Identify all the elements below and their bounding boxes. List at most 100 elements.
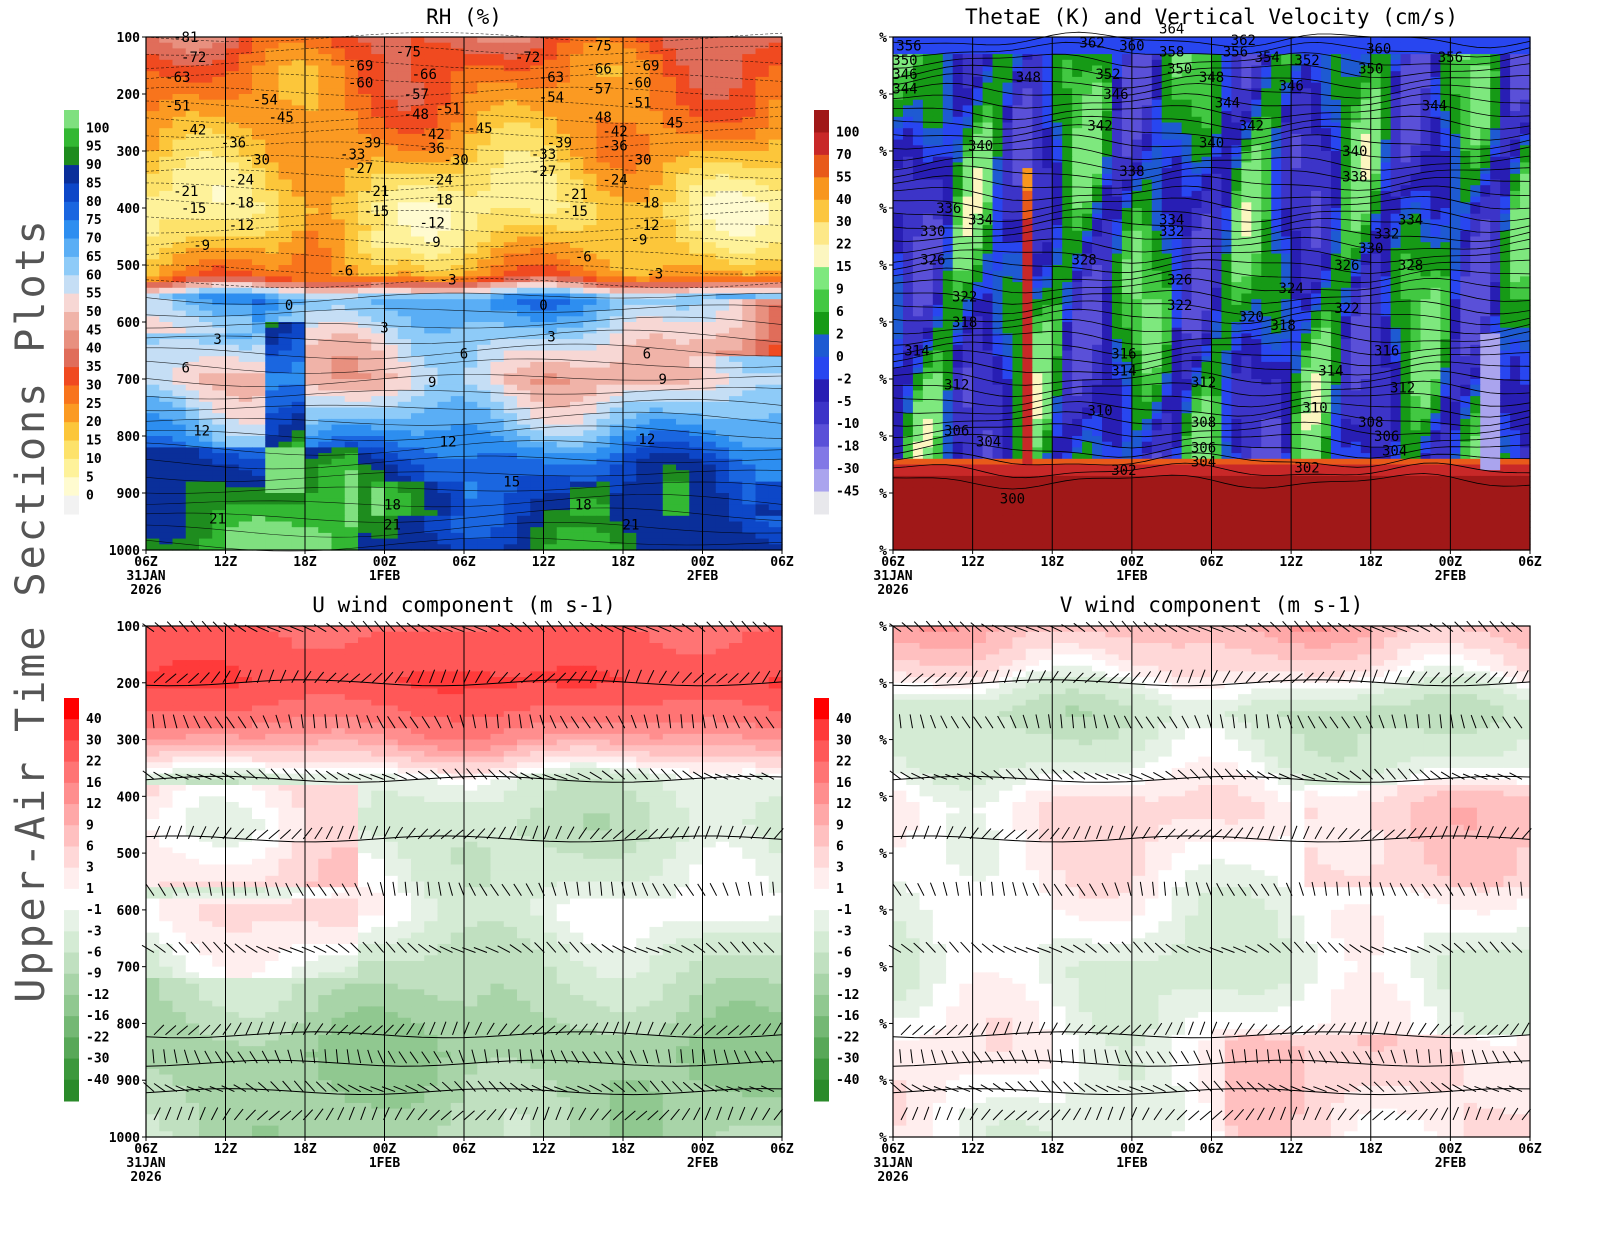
rh-cell [384,145,399,152]
rh-cell [636,99,651,106]
rh-cell [146,367,160,374]
rh-cell [649,350,664,357]
rh-cell [397,82,412,89]
rh-cell [570,185,584,192]
rh-cell [185,384,200,391]
rh-cell [344,293,359,300]
rh-cell [318,361,333,369]
rh-cell [649,37,664,44]
rh-cell [543,367,558,374]
rh-cell [503,265,518,272]
rh-cell [742,493,757,500]
thetae-cell [1181,71,1193,78]
rh-cell [437,139,452,146]
rh-cell [318,453,333,460]
rh-cell [252,71,266,78]
rh-cell [450,116,465,124]
rh-cell [384,287,399,295]
rh-cell [662,145,677,152]
rh-cell [358,493,372,500]
rh-cell [411,208,425,215]
rh-cell [556,310,571,317]
rh-cell [225,173,240,181]
rh-cell [517,498,531,505]
rh-cell [344,447,359,454]
rh-cell [384,179,399,186]
rh-cell [490,173,505,181]
rh-cell [358,105,372,112]
rh-cell [146,304,160,312]
rh-cell [318,424,333,431]
rh-cell [477,379,492,386]
rh-cell [358,230,372,238]
rh-cell [503,299,518,306]
rh-cell [517,310,531,317]
rh-cell [318,481,333,488]
rh-cell [172,37,187,44]
rh-cell [305,259,319,266]
rh-cell [159,339,174,346]
rh-cell [278,384,293,391]
thetae-cell [1042,42,1053,49]
thetae-cell [952,37,964,44]
rh-cell [530,379,545,386]
rh-colorbar-swatch [64,256,79,276]
rh-cell [411,339,425,346]
rh-cell [344,299,359,306]
thetae-cell [1102,71,1113,78]
rh-cell [676,162,690,169]
rh-cell [490,504,505,511]
rh-cell [729,418,743,426]
rh-cell [676,247,690,255]
rh-cell [424,532,439,540]
rh-cell [358,219,372,226]
rh-cell [715,122,730,129]
rh-cell [225,447,240,454]
rh-cell [278,179,293,186]
rh-cell [305,481,319,488]
rh-cell [715,287,730,295]
thetae-cell [902,42,914,49]
rh-cell [517,510,531,517]
rh-cell [556,339,571,346]
rh-cell [530,82,545,89]
rh-cell [596,128,611,135]
rh-cell [556,173,571,181]
rh-cell [464,510,478,517]
rh-cell [146,441,160,448]
thetae-cell [1012,48,1023,55]
rh-cell [490,481,505,488]
rh-cell [503,128,518,135]
rh-cell [318,230,333,238]
rh-cell [768,259,783,266]
rh-colorbar-label: 65 [86,250,102,265]
rh-cell [384,82,399,89]
rh-cell [384,396,399,403]
rh-cell [517,219,531,226]
rh-cell [583,379,598,386]
rh-cell [159,208,174,215]
thetae-cell [1141,42,1153,49]
rh-cell [676,196,690,203]
rh-cell [358,276,372,283]
rh-cell [318,487,333,494]
rh-cell [543,475,558,483]
rh-cell [583,504,598,511]
thetae-cell [1092,59,1103,67]
rh-cell [305,270,319,277]
rh-cell [331,151,346,158]
rh-cell [742,373,757,380]
rh-cell [543,293,558,300]
rh-cell [729,99,743,106]
rh-cell [715,128,730,135]
rh-cell [146,470,160,477]
rh-cell [609,133,624,141]
rh-cell [331,219,346,226]
rh-cell [265,418,280,426]
rh-cell [265,436,280,443]
rh-cell [331,527,346,534]
rh-cell [172,521,187,528]
rh-cell [636,162,651,169]
rh-cell [623,475,637,483]
rh-cell [490,265,505,272]
